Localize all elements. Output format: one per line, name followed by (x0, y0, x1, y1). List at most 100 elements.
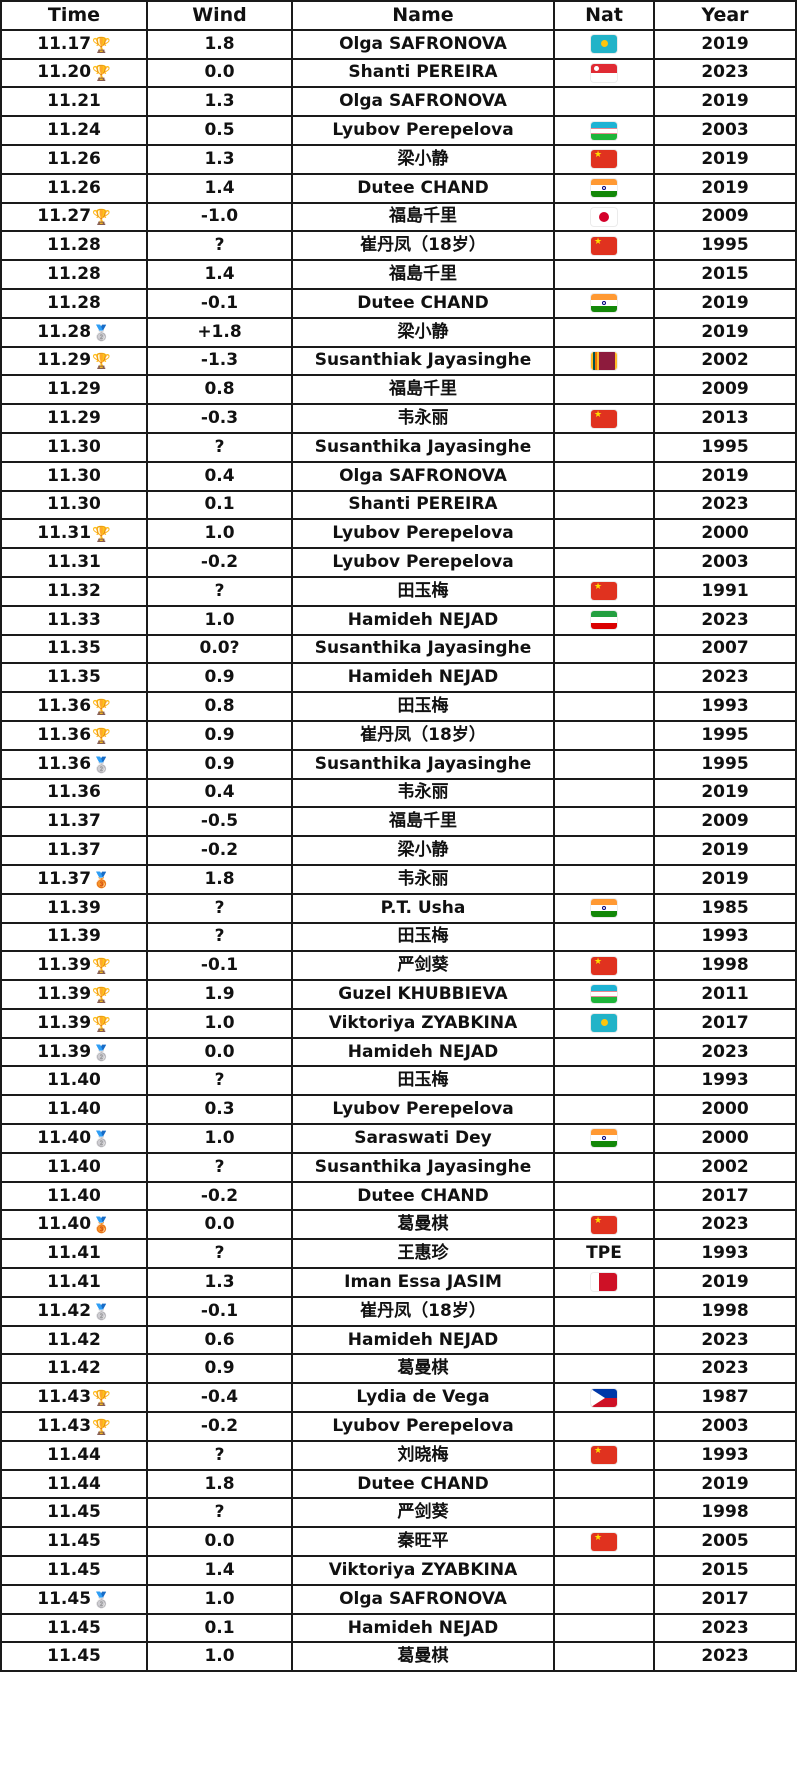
wind-cell: ? (146, 892, 293, 924)
wind-cell: 0.0 (146, 1526, 293, 1558)
year-cell: 2003 (653, 115, 797, 146)
wind-cell: -0.2 (146, 1180, 293, 1212)
time-cell: 11.20🏆 (0, 57, 148, 89)
wind-cell: -0.2 (146, 835, 293, 866)
name-cell: 福島千里 (291, 201, 555, 233)
table-row: 11.28🥈 +1.8 梁小静 2019 (0, 316, 797, 348)
name-cell: 福島千里 (291, 259, 555, 290)
year-cell: 2003 (653, 1411, 797, 1442)
year-cell: 1993 (653, 1439, 797, 1471)
year-cell: 2023 (653, 1036, 797, 1068)
flag-kaz-icon (591, 1014, 617, 1033)
header-year[interactable]: Year (653, 0, 797, 31)
wind-cell: 0.1 (146, 1612, 293, 1644)
wind-cell: -0.3 (146, 403, 293, 434)
nat-cell (553, 28, 655, 60)
header-time[interactable]: Time (0, 0, 148, 31)
time-value: 11.39 (37, 983, 92, 1004)
wind-cell: ? (146, 1065, 293, 1097)
nat-cell (553, 633, 655, 665)
header-wind[interactable]: Wind (146, 0, 293, 31)
table-row: 11.40? Susanthika Jayasinghe 2002 (0, 1151, 797, 1183)
silver-medal-icon: 🥈 (92, 1590, 111, 1609)
time-value: 11.35 (47, 667, 101, 688)
wind-cell: 1.0 (146, 1583, 293, 1615)
time-cell: 11.45 (0, 1497, 148, 1529)
wind-cell: -0.5 (146, 806, 293, 838)
nat-cell (553, 1382, 655, 1414)
time-value: 11.36 (47, 782, 101, 803)
time-value: 11.31 (37, 523, 92, 544)
nat-cell (553, 259, 655, 290)
wind-cell: -1.0 (146, 201, 293, 233)
name-cell: Shanti PEREIRA (291, 489, 555, 521)
nat-cell (553, 1641, 655, 1673)
time-cell: 11.28 (0, 287, 148, 319)
name-cell: 严剑葵 (291, 950, 555, 982)
year-cell: 2017 (653, 1180, 797, 1212)
time-cell: 11.44 (0, 1468, 148, 1500)
table-row: 11.31 -0.2 Lyubov Perepelova 2003 (0, 547, 797, 578)
year-cell: 2023 (653, 57, 797, 89)
wind-cell: 1.8 (146, 863, 293, 895)
time-cell: 11.45 (0, 1612, 148, 1644)
wind-cell: 1.4 (146, 172, 293, 204)
flag-ind-icon (591, 899, 617, 918)
time-value: 11.24 (47, 120, 101, 141)
name-cell: Hamideh NEJAD (291, 604, 555, 636)
header-name[interactable]: Name (291, 0, 555, 31)
year-cell: 2017 (653, 1583, 797, 1615)
time-value: 11.17 (37, 33, 92, 54)
table-row: 11.44? 刘晓梅 ★ 1993 (0, 1439, 797, 1471)
time-cell: 11.33 (0, 604, 148, 636)
year-cell: 2000 (653, 518, 797, 550)
nat-cell (553, 1468, 655, 1500)
time-value: 11.30 (47, 436, 101, 457)
time-value: 11.39 (47, 926, 101, 947)
header-nat[interactable]: Nat (553, 0, 655, 31)
table-row: 11.20🏆 0.0 Shanti PEREIRA 2023 (0, 57, 797, 89)
year-cell: 1991 (653, 575, 797, 607)
wind-cell: 1.3 (146, 1267, 293, 1298)
nat-cell (553, 1036, 655, 1068)
flag-phi-icon (591, 1388, 617, 1407)
time-cell: 11.42 (0, 1353, 148, 1385)
table-row: 11.27🏆 -1.0 福島千里 2009 (0, 201, 797, 233)
wind-cell: +1.8 (146, 316, 293, 348)
wind-cell: 1.8 (146, 28, 293, 60)
year-cell: 2019 (653, 86, 797, 118)
year-cell: 1998 (653, 1295, 797, 1327)
time-value: 11.29 (47, 408, 101, 429)
time-value: 11.27 (37, 206, 92, 227)
table-row: 11.35 0.9 Hamideh NEJAD 2023 (0, 662, 797, 694)
flag-ind-icon (591, 179, 617, 198)
time-cell: 11.35 (0, 662, 148, 694)
nat-cell (553, 1583, 655, 1615)
table-row: 11.40 -0.2 Dutee CHAND 2017 (0, 1180, 797, 1212)
time-cell: 11.42 (0, 1324, 148, 1356)
flag-chn-icon: ★ (591, 1215, 617, 1234)
time-value: 11.37 (47, 840, 101, 860)
wind-cell: 0.0? (146, 633, 293, 665)
year-cell: 2002 (653, 345, 797, 377)
nat-cell: TPE (553, 1238, 655, 1270)
nat-cell (553, 777, 655, 809)
name-cell: Hamideh NEJAD (291, 662, 555, 694)
year-cell: 2019 (653, 28, 797, 60)
time-cell: 11.36🏆 (0, 719, 148, 751)
name-cell: 王惠珍 (291, 1238, 555, 1270)
time-value: 11.37 (37, 868, 92, 889)
time-value: 11.26 (47, 177, 101, 198)
trophy-icon: 🏆 (92, 64, 111, 83)
year-cell: 2023 (653, 1641, 797, 1673)
nat-cell (553, 1295, 655, 1327)
table-row: 11.42🥈 -0.1 崔丹凤（18岁） 1998 (0, 1295, 797, 1327)
flag-kaz-icon (591, 35, 617, 54)
bronze-medal-icon: 🥉 (92, 870, 111, 889)
nat-cell (553, 604, 655, 636)
name-cell: Hamideh NEJAD (291, 1036, 555, 1068)
wind-cell: -0.4 (146, 1382, 293, 1414)
flag-chn-icon: ★ (591, 1446, 617, 1465)
nat-cell (553, 460, 655, 492)
year-cell: 2023 (653, 662, 797, 694)
